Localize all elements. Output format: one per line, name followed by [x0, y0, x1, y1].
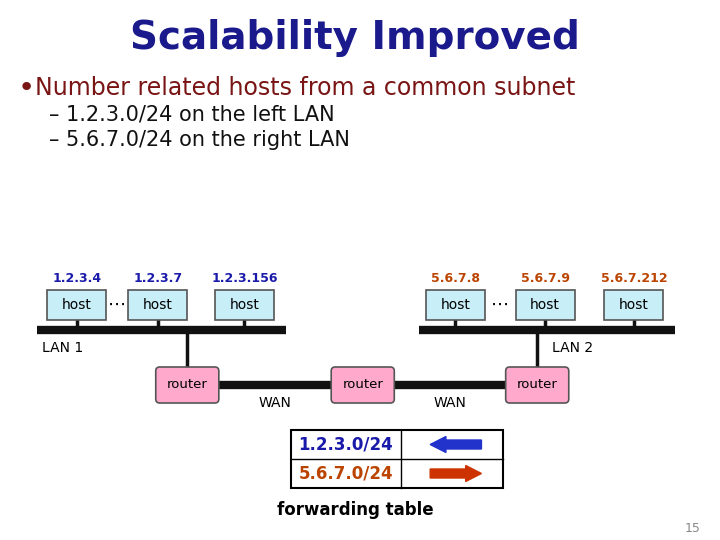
Text: router: router: [167, 379, 208, 392]
Text: 1.2.3.4: 1.2.3.4: [53, 272, 102, 285]
Text: •: •: [18, 74, 35, 102]
Text: LAN 2: LAN 2: [552, 341, 593, 355]
Text: 1.2.3.0/24: 1.2.3.0/24: [299, 435, 393, 454]
FancyArrow shape: [430, 465, 482, 482]
Text: host: host: [530, 298, 560, 312]
Text: router: router: [342, 379, 383, 392]
FancyBboxPatch shape: [215, 290, 274, 320]
FancyArrow shape: [430, 436, 482, 453]
FancyBboxPatch shape: [604, 290, 663, 320]
Text: host: host: [230, 298, 259, 312]
Text: WAN: WAN: [258, 396, 292, 410]
Text: 5.6.7.8: 5.6.7.8: [431, 272, 480, 285]
Text: host: host: [143, 298, 173, 312]
Text: host: host: [62, 298, 92, 312]
Text: – 5.6.7.0/24 on the right LAN: – 5.6.7.0/24 on the right LAN: [49, 130, 350, 150]
Text: forwarding table: forwarding table: [276, 501, 433, 519]
Text: Scalability Improved: Scalability Improved: [130, 19, 580, 57]
Text: ⋯: ⋯: [491, 296, 509, 314]
Text: router: router: [517, 379, 558, 392]
FancyBboxPatch shape: [48, 290, 107, 320]
Text: 5.6.7.9: 5.6.7.9: [521, 272, 570, 285]
Text: ⋯: ⋯: [108, 296, 126, 314]
Text: 15: 15: [685, 522, 701, 535]
FancyBboxPatch shape: [426, 290, 485, 320]
Text: LAN 1: LAN 1: [42, 341, 84, 355]
FancyBboxPatch shape: [331, 367, 395, 403]
FancyBboxPatch shape: [156, 367, 219, 403]
Text: 1.2.3.7: 1.2.3.7: [133, 272, 182, 285]
Text: Number related hosts from a common subnet: Number related hosts from a common subne…: [35, 76, 576, 100]
FancyBboxPatch shape: [516, 290, 575, 320]
Text: 1.2.3.156: 1.2.3.156: [211, 272, 278, 285]
Text: host: host: [441, 298, 470, 312]
FancyBboxPatch shape: [291, 430, 503, 488]
FancyBboxPatch shape: [505, 367, 569, 403]
FancyBboxPatch shape: [128, 290, 187, 320]
Text: 5.6.7.0/24: 5.6.7.0/24: [299, 464, 393, 483]
Text: host: host: [619, 298, 649, 312]
Text: 5.6.7.212: 5.6.7.212: [600, 272, 667, 285]
Text: – 1.2.3.0/24 on the left LAN: – 1.2.3.0/24 on the left LAN: [49, 105, 335, 125]
Text: WAN: WAN: [433, 396, 467, 410]
